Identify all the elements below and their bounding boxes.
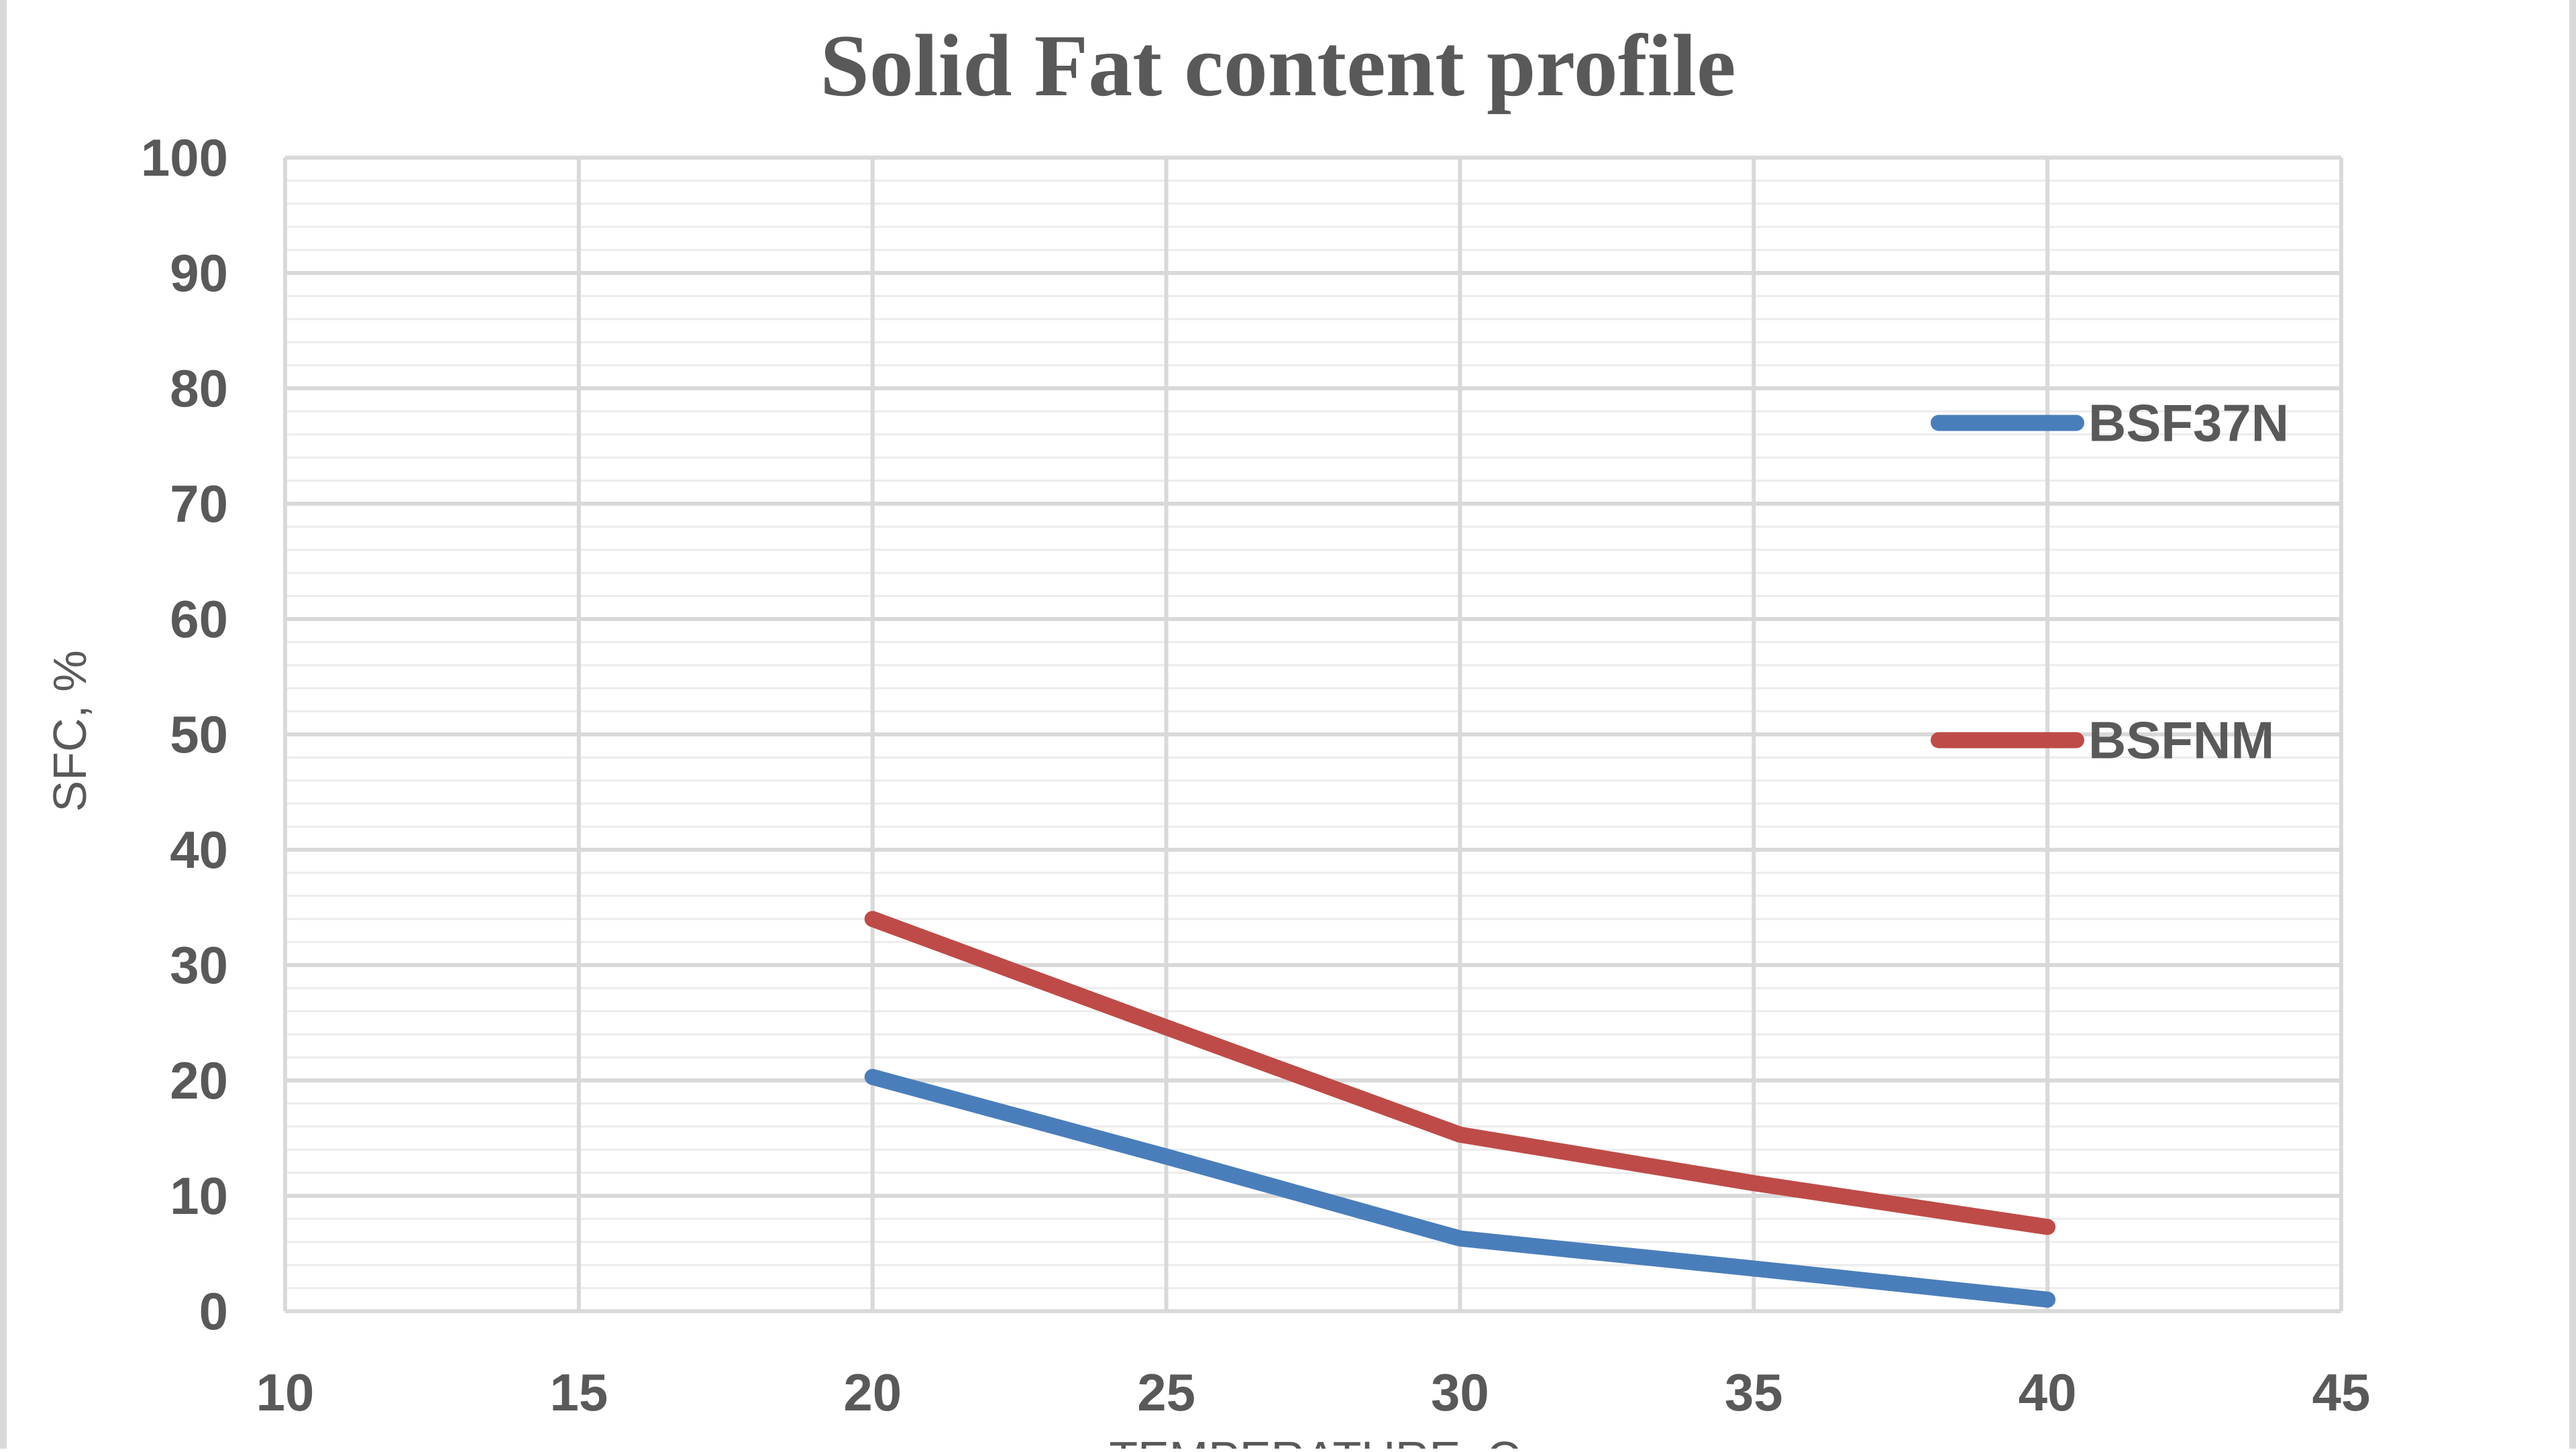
y-tick-label: 100 — [141, 128, 228, 187]
x-tick-label: 25 — [1137, 1363, 1195, 1422]
y-tick-label: 0 — [199, 1282, 228, 1341]
y-tick-label: 10 — [170, 1166, 228, 1225]
y-tick-label: 70 — [170, 474, 228, 533]
x-tick-label: 40 — [2019, 1363, 2077, 1422]
x-tick-label: 20 — [843, 1363, 902, 1422]
y-tick-label: 60 — [170, 590, 228, 649]
legend-label-bsf37n: BSF37N — [2088, 394, 2289, 453]
major-grid — [283, 156, 2343, 1313]
x-tick-label: 15 — [549, 1363, 608, 1422]
x-tick-label: 10 — [256, 1363, 315, 1422]
x-tick-label: 30 — [1431, 1363, 1489, 1422]
right-border — [2569, 0, 2576, 1449]
chart-title: Solid Fat content profile — [820, 16, 1735, 115]
series-line-bsfnm — [864, 911, 2056, 1235]
y-axis-title: SFC, % — [44, 650, 96, 812]
series-layer — [864, 911, 2056, 1308]
left-border — [0, 0, 7, 1449]
y-tick-label: 90 — [170, 243, 228, 302]
y-tick-label: 50 — [170, 705, 228, 764]
legend-label-bsfnm: BSFNM — [2088, 711, 2274, 770]
minor-grid — [285, 179, 2341, 1290]
x-axis-title: TEMPERATURE, C — [1109, 1432, 1520, 1449]
y-tick-label: 40 — [170, 820, 228, 879]
x-tick-label: 35 — [1725, 1363, 1783, 1422]
y-tick-label: 20 — [170, 1051, 228, 1110]
series-line-bsf37n — [864, 1068, 2056, 1308]
y-tick-label: 30 — [170, 936, 228, 995]
x-tick-label: 45 — [2312, 1363, 2371, 1422]
y-tick-labels: 0 10 20 30 40 50 60 70 80 90 100 — [141, 128, 228, 1341]
x-tick-labels: 10 15 20 25 30 35 40 45 — [256, 1363, 2371, 1422]
legend: BSF37N BSFNM — [1931, 394, 2289, 770]
y-tick-label: 80 — [170, 359, 228, 418]
